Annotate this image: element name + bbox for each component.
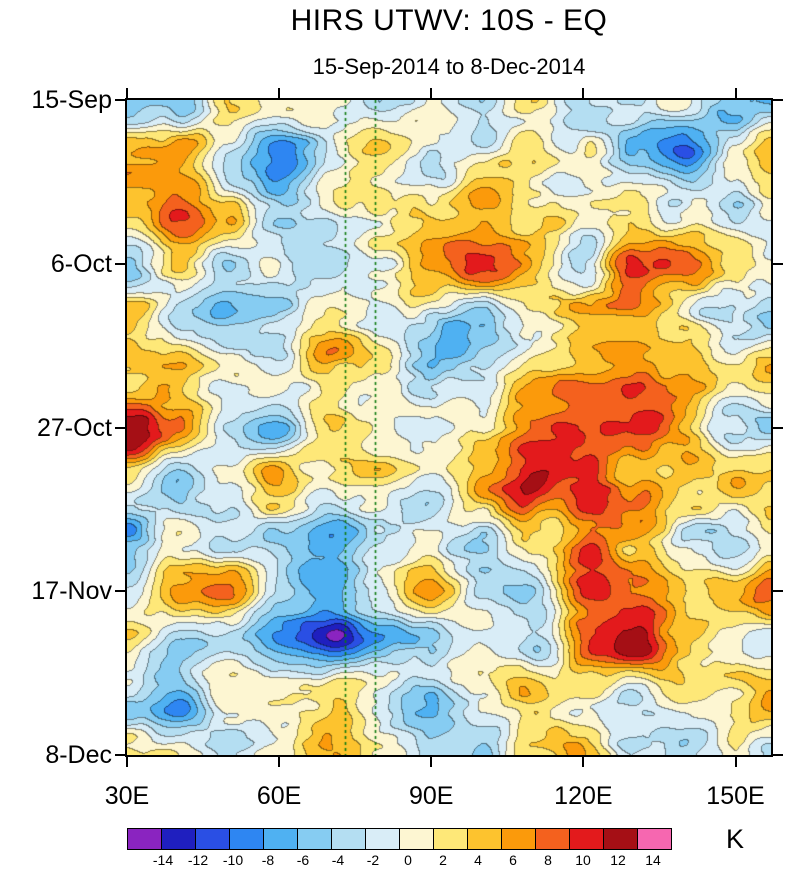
axis-tick (115, 754, 125, 756)
colorbar-swatch (297, 828, 332, 850)
colorbar-tick-label: 2 (439, 852, 447, 868)
colorbar-swatch (467, 828, 502, 850)
y-tick-label: 27-Oct (36, 413, 112, 442)
colorbar-swatch (603, 828, 638, 850)
axis-tick (773, 754, 783, 756)
axis-tick (115, 426, 125, 429)
colorbar-tick-label: -12 (187, 852, 209, 868)
colorbar-swatch (365, 828, 400, 850)
y-tick-label: 17-Nov (31, 577, 112, 606)
axis-tick (773, 426, 783, 429)
colorbar-swatch (433, 828, 468, 850)
y-tick-label: 8-Dec (45, 741, 112, 769)
figure-title: HIRS UTWV: 10S - EQ (290, 4, 608, 37)
colorbar-tick-label: 4 (474, 852, 482, 868)
x-tick-label: 30E (104, 782, 150, 810)
axis-tick (582, 757, 585, 767)
colorbar-tick-label: -2 (366, 852, 380, 868)
x-tick-label: 150E (706, 782, 765, 810)
plot-frame (125, 98, 773, 757)
figure-subtitle: 15-Sep-2014 to 8-Dec-2014 (312, 54, 586, 79)
colorbar-swatch (569, 828, 604, 850)
x-tick-label: 90E (409, 782, 454, 810)
axis-tick (115, 99, 125, 101)
colorbar-swatch (161, 828, 196, 850)
axis-tick (126, 757, 128, 767)
colorbar-swatch (501, 828, 536, 850)
colorbar-tick-label: 0 (404, 852, 412, 868)
x-tick-label: 60E (256, 782, 302, 810)
colorbar-swatch (229, 828, 264, 850)
axis-tick (734, 88, 737, 98)
axis-tick (773, 99, 783, 101)
colorbar-tick-label: -6 (296, 852, 310, 868)
axis-tick (115, 262, 125, 265)
colorbar-tick-label: -10 (222, 852, 244, 868)
colorbar-swatch (195, 828, 230, 850)
colorbar-tick-label: 6 (509, 852, 517, 868)
axis-tick (773, 590, 783, 593)
axis-tick (582, 88, 585, 98)
colorbar-units-label: K (726, 824, 745, 854)
colorbar-swatch (637, 828, 672, 850)
axis-tick (115, 590, 125, 593)
y-tick-label: 6-Oct (50, 249, 112, 278)
y-tick-label: 15-Sep (31, 86, 112, 114)
colorbar-swatch (399, 828, 434, 850)
axis-tick (773, 262, 783, 265)
colorbar (127, 828, 672, 850)
colorbar-tick-label: -8 (261, 852, 275, 868)
colorbar-tick-label: 10 (575, 852, 591, 868)
axis-tick (430, 757, 433, 767)
colorbar-swatch (263, 828, 298, 850)
axis-tick (734, 757, 737, 767)
axis-tick (278, 757, 281, 767)
colorbar-swatch (535, 828, 570, 850)
contour-canvas (127, 100, 771, 755)
colorbar-tick-label: 14 (645, 852, 661, 868)
colorbar-tick-label: 8 (544, 852, 552, 868)
colorbar-tick-label: -14 (152, 852, 174, 868)
axis-tick (278, 88, 281, 98)
colorbar-swatch (127, 828, 162, 850)
x-tick-label: 120E (554, 782, 613, 810)
axis-tick (430, 88, 433, 98)
colorbar-tick-label: 12 (610, 852, 626, 868)
colorbar-swatch (331, 828, 366, 850)
axis-tick (126, 88, 128, 98)
colorbar-tick-label: -4 (331, 852, 345, 868)
